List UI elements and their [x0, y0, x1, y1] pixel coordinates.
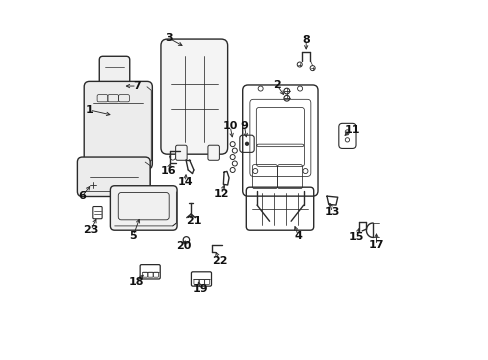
Text: 14: 14 — [177, 177, 193, 187]
Text: 3: 3 — [165, 33, 173, 43]
Text: 8: 8 — [302, 35, 309, 45]
Circle shape — [134, 203, 138, 206]
Text: 22: 22 — [211, 256, 227, 266]
Circle shape — [123, 203, 127, 206]
Text: 5: 5 — [129, 231, 137, 240]
Circle shape — [156, 211, 159, 214]
Circle shape — [245, 142, 248, 145]
Text: 6: 6 — [78, 191, 86, 201]
FancyBboxPatch shape — [207, 145, 219, 160]
Text: 7: 7 — [133, 81, 141, 91]
Text: 4: 4 — [294, 231, 302, 240]
Text: 1: 1 — [85, 105, 93, 115]
Text: 2: 2 — [272, 80, 280, 90]
Circle shape — [123, 211, 127, 214]
FancyBboxPatch shape — [84, 81, 152, 169]
Text: 16: 16 — [160, 166, 176, 176]
Circle shape — [134, 211, 138, 214]
Circle shape — [145, 203, 148, 206]
Text: 11: 11 — [344, 125, 359, 135]
FancyBboxPatch shape — [175, 145, 187, 160]
Text: 19: 19 — [193, 284, 208, 294]
Text: 21: 21 — [185, 216, 201, 226]
Text: 15: 15 — [348, 232, 364, 242]
Text: 10: 10 — [222, 121, 237, 131]
FancyBboxPatch shape — [77, 157, 150, 197]
Text: 20: 20 — [176, 241, 191, 251]
FancyBboxPatch shape — [161, 39, 227, 154]
Circle shape — [145, 211, 148, 214]
Text: 17: 17 — [368, 240, 384, 250]
FancyBboxPatch shape — [110, 186, 177, 230]
Text: 23: 23 — [83, 225, 99, 235]
Text: 12: 12 — [213, 189, 228, 199]
FancyBboxPatch shape — [99, 56, 129, 90]
Text: 18: 18 — [128, 277, 143, 287]
Circle shape — [156, 203, 159, 206]
Text: 13: 13 — [324, 207, 339, 217]
Text: 9: 9 — [240, 121, 248, 131]
